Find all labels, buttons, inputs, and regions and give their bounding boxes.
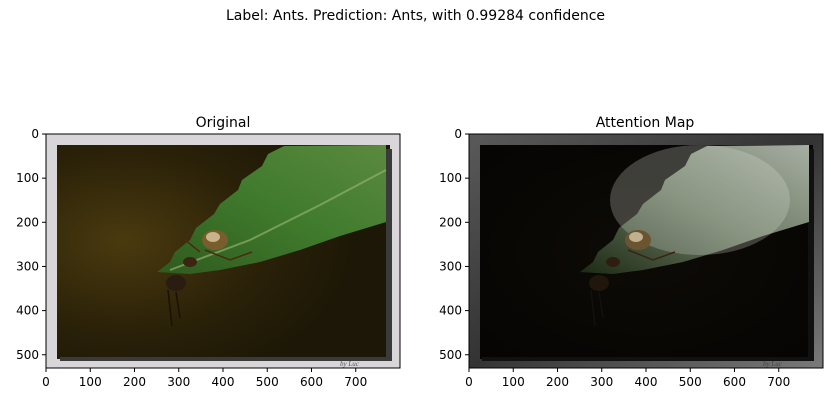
y-axis-attention: 0 100 200 300 400 500 xyxy=(439,127,469,362)
panel-title-original: Original xyxy=(196,115,251,131)
y-tick-label: 400 xyxy=(439,304,462,318)
x-tick-label: 700 xyxy=(767,375,790,389)
x-tick-label: 0 xyxy=(42,375,50,389)
x-tick-label: 200 xyxy=(546,375,569,389)
x-tick-label: 500 xyxy=(256,375,279,389)
signature-attention: by Luc xyxy=(763,360,783,368)
y-tick-label: 200 xyxy=(16,215,39,229)
y-tick-label: 500 xyxy=(16,348,39,362)
panel-attention-map: Attention Map by Luc 0 100 200 300 400 500 600… xyxy=(439,115,824,389)
x-tick-label: 100 xyxy=(79,375,102,389)
x-tick-label: 200 xyxy=(123,375,146,389)
y-tick-label: 0 xyxy=(31,127,39,141)
panel-original: Original by Luc 0 100 200 300 400 500 600 700 0… xyxy=(16,115,401,389)
x-tick-label: 400 xyxy=(635,375,658,389)
x-tick-label: 600 xyxy=(723,375,746,389)
x-axis-original: 0 100 200 300 400 500 600 700 xyxy=(42,368,367,389)
y-tick-label: 100 xyxy=(439,171,462,185)
x-tick-label: 500 xyxy=(679,375,702,389)
x-tick-label: 400 xyxy=(212,375,235,389)
y-tick-label: 100 xyxy=(16,171,39,185)
y-tick-label: 300 xyxy=(16,259,39,273)
signature-original: by Luc xyxy=(340,360,360,368)
x-tick-label: 600 xyxy=(300,375,323,389)
y-tick-label: 500 xyxy=(439,348,462,362)
x-tick-label: 300 xyxy=(167,375,190,389)
original-image: by Luc xyxy=(46,134,400,368)
x-tick-label: 100 xyxy=(502,375,525,389)
y-tick-label: 0 xyxy=(454,127,462,141)
y-tick-label: 400 xyxy=(16,304,39,318)
figure-title: Label: Ants. Prediction: Ants, with 0.99… xyxy=(225,8,606,24)
attention-image: by Luc xyxy=(469,134,823,368)
x-axis-attention: 0 100 200 300 400 500 600 700 xyxy=(465,368,790,389)
y-tick-label: 300 xyxy=(439,259,462,273)
y-axis-original: 0 100 200 300 400 500 xyxy=(16,127,46,362)
x-tick-label: 700 xyxy=(344,375,367,389)
panel-title-attention: Attention Map xyxy=(596,115,695,131)
x-tick-label: 0 xyxy=(465,375,473,389)
x-tick-label: 300 xyxy=(590,375,613,389)
y-tick-label: 200 xyxy=(439,215,462,229)
